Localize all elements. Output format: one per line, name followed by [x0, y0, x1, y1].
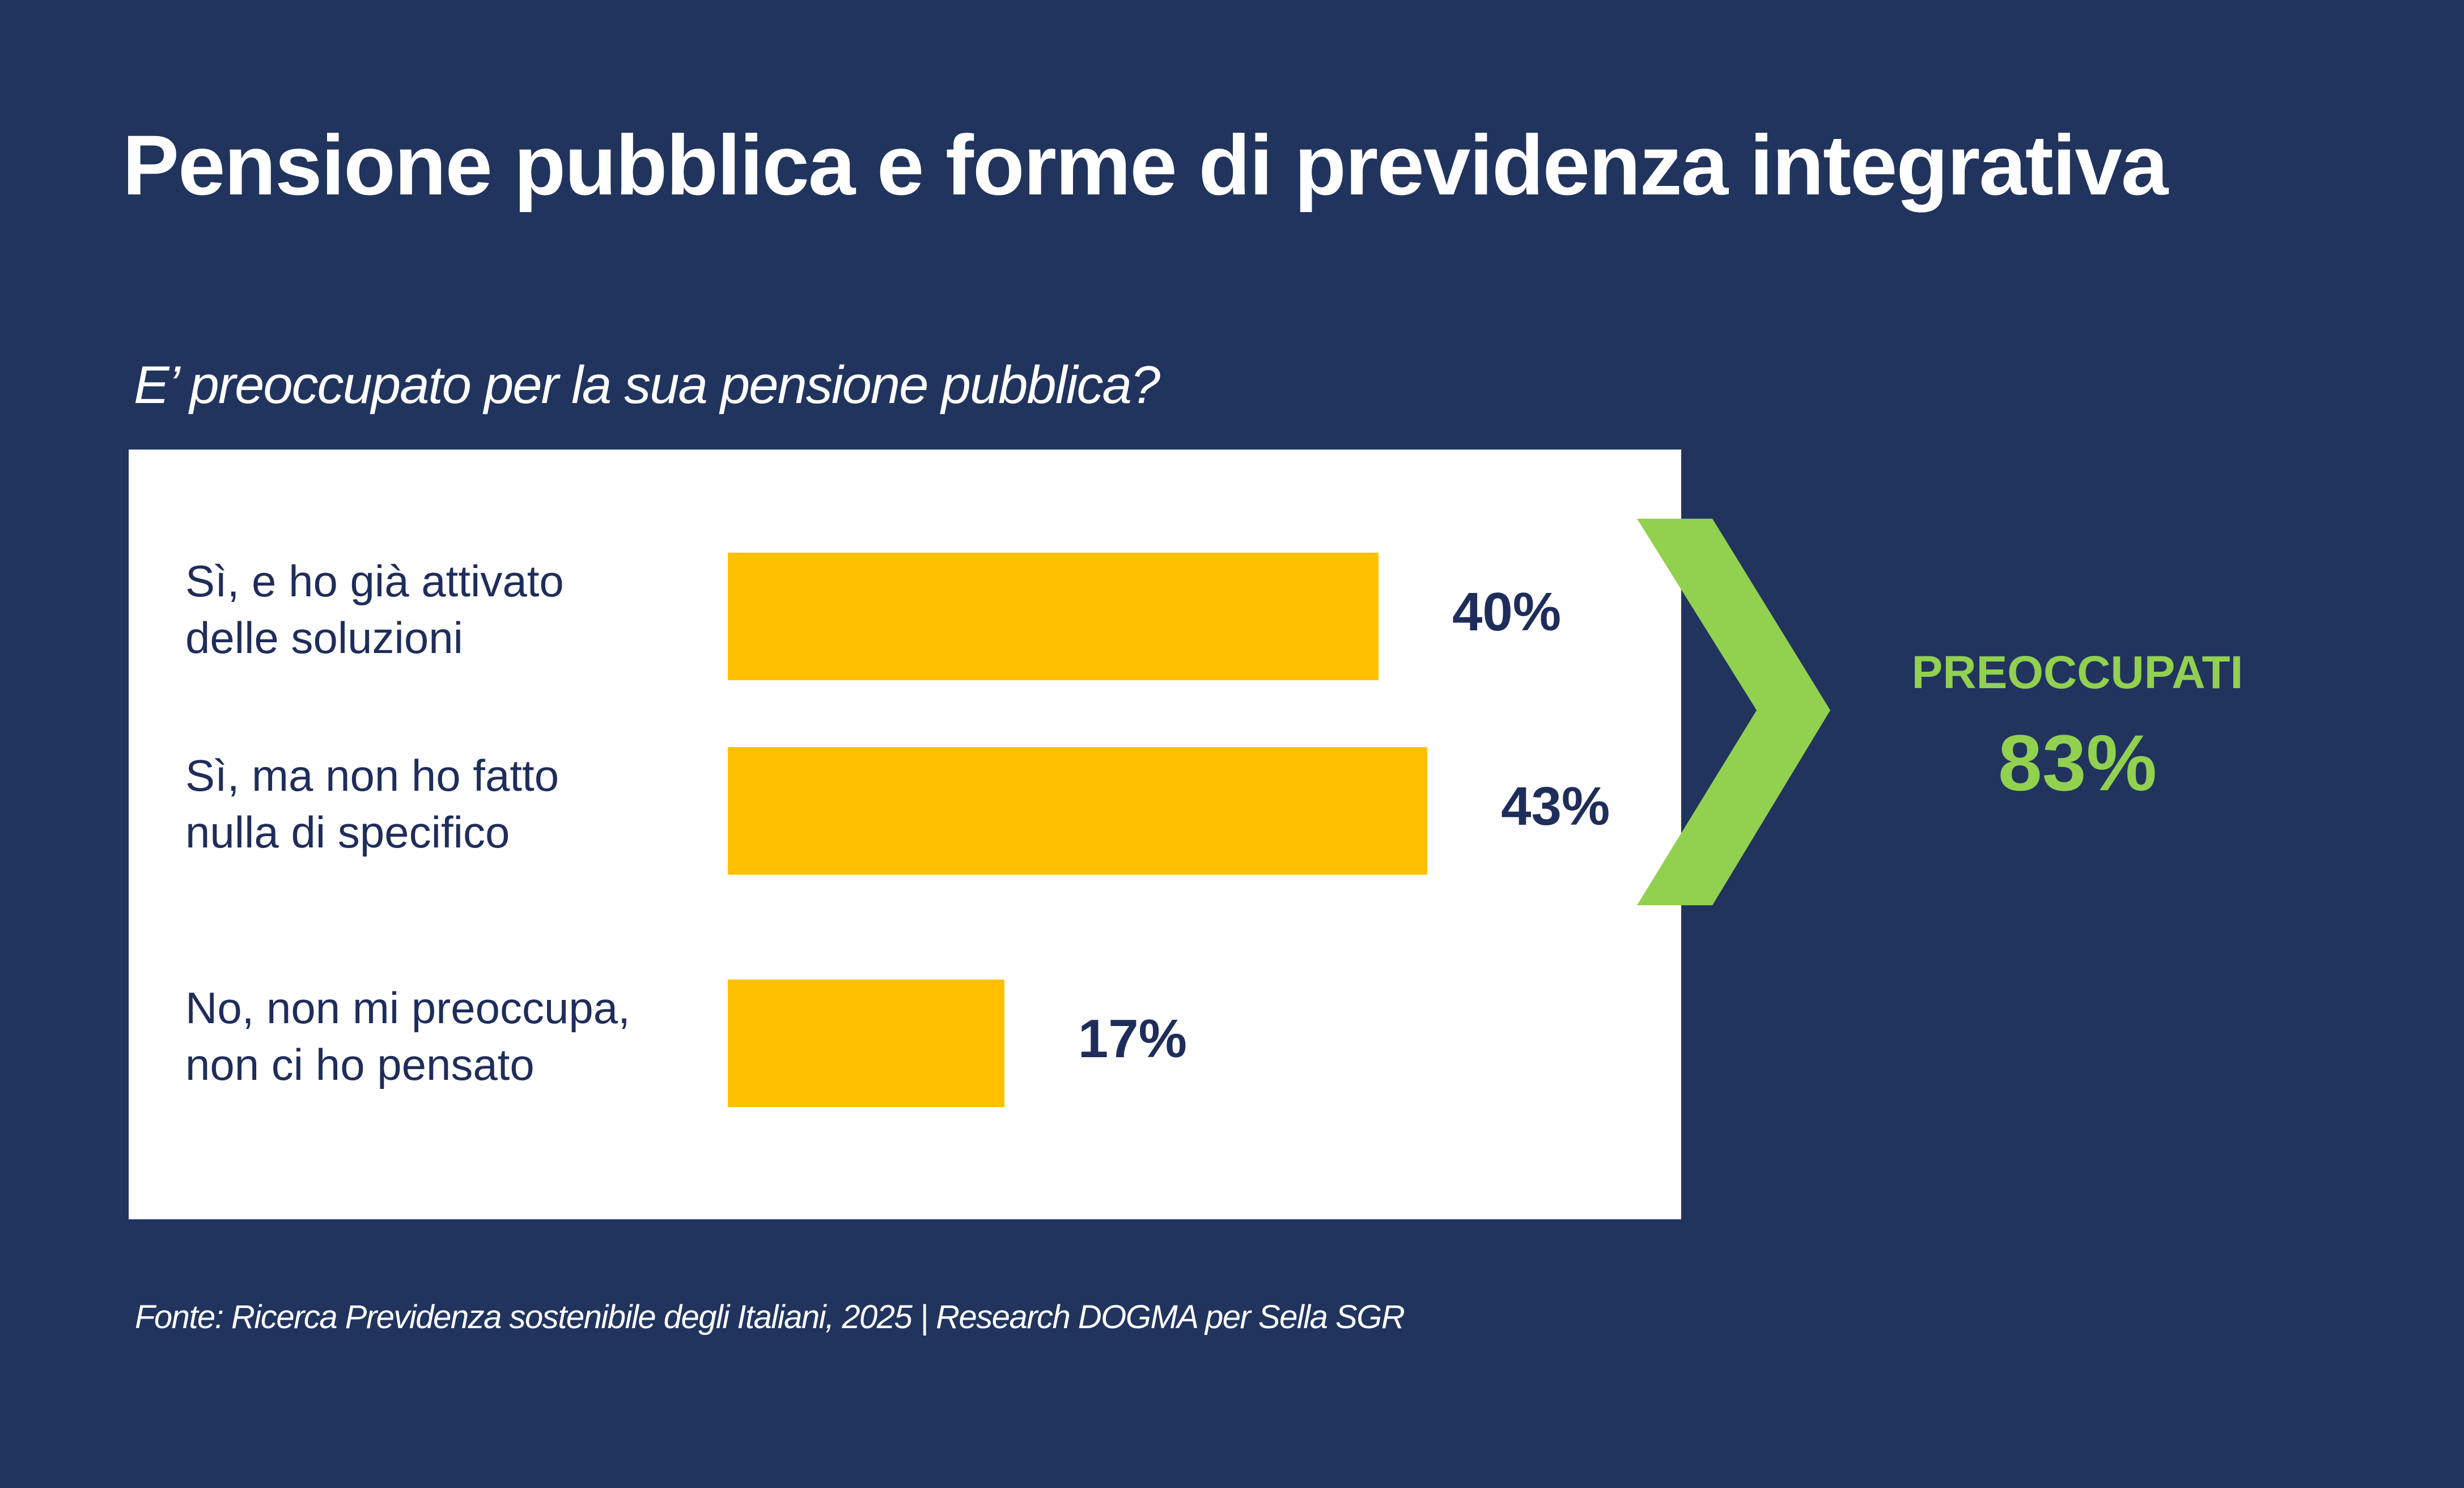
source-footer: Fonte: Ricerca Previdenza sostenibile de…	[135, 1299, 1405, 1336]
value-label: 43%	[1501, 776, 1610, 837]
category-label-line: Sì, ma non ho fatto	[185, 751, 559, 800]
page-title: Pensione pubblica e forme di previdenza …	[122, 117, 2168, 213]
bar	[728, 553, 1379, 680]
summary-label: PREOCCUPATI	[1911, 647, 2244, 698]
category-label: Sì, ma non ho fatto nulla di specifico	[185, 747, 559, 860]
category-label: Sì, e ho già attivato delle soluzioni	[185, 553, 564, 666]
category-label-line: nulla di specifico	[185, 807, 510, 857]
category-label-line: delle soluzioni	[185, 613, 463, 663]
value-label: 40%	[1452, 582, 1562, 642]
summary-value: 83%	[1998, 718, 2157, 807]
chart-title: E’ preoccupato per la sua pensione pubbl…	[134, 355, 1160, 414]
value-label: 17%	[1078, 1008, 1188, 1069]
category-label: No, non mi preoccupa, non ci ho pensato	[185, 980, 630, 1093]
category-label-line: non ci ho pensato	[185, 1040, 535, 1089]
bar	[728, 747, 1428, 875]
chevron-icon	[1637, 519, 1830, 905]
bar	[728, 980, 1004, 1107]
category-label-line: Sì, e ho già attivato	[185, 556, 564, 606]
category-label-line: No, non mi preoccupa,	[185, 983, 630, 1033]
